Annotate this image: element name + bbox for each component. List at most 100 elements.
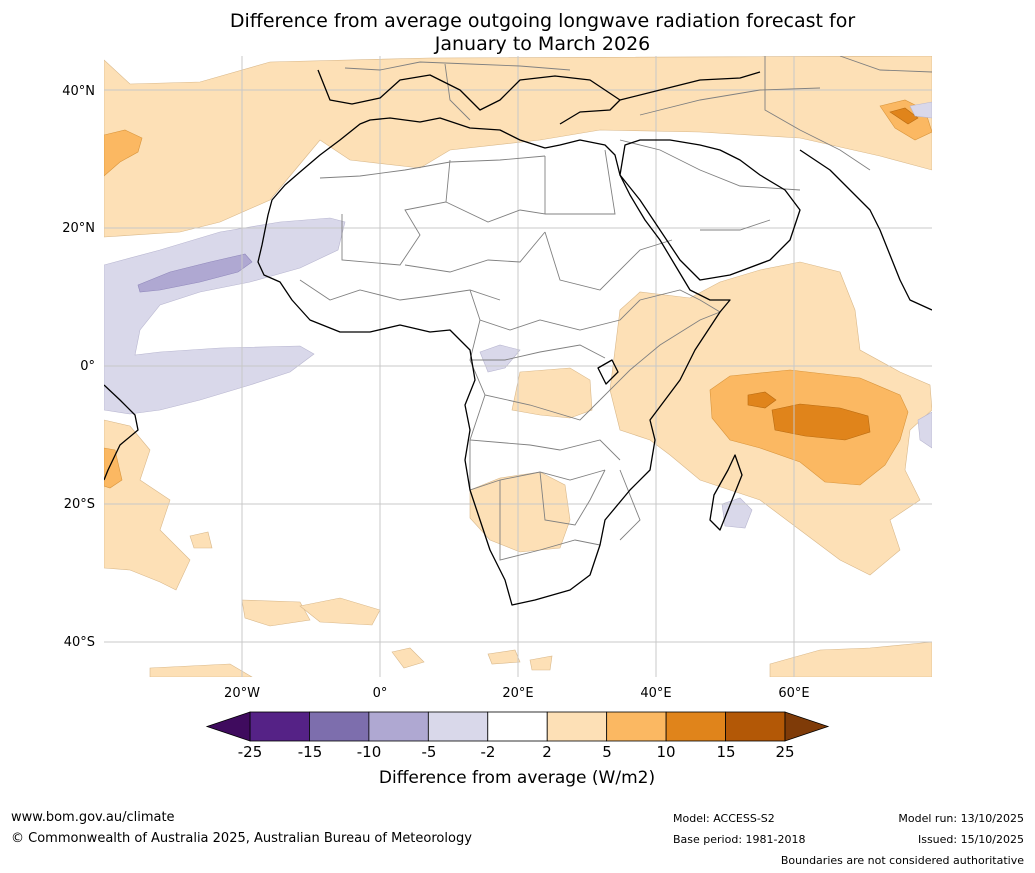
atlantic-5-10-patch (104, 129, 143, 177)
south-atlantic-patch-4 (391, 647, 425, 669)
anomaly-10-15-regions (747, 107, 919, 441)
border-angola-drc (469, 394, 621, 461)
southwest-atlantic-anomaly (104, 419, 191, 591)
title-line-1: Difference from average outgoing longwav… (229, 10, 856, 32)
colorbar-extend-low (205, 711, 251, 742)
east-indian-negative-patch (917, 411, 932, 449)
border-east-africa (599, 311, 721, 401)
lon-label-0: 0° (373, 686, 388, 701)
border-cameroon-car (469, 319, 606, 361)
colorbar-bin (427, 711, 489, 742)
border-sahara-north (319, 155, 546, 179)
title-line-2: January to March 2026 (434, 33, 651, 55)
border-angola-namibia (469, 440, 606, 491)
lat-label-20s: 20°S (64, 497, 95, 512)
small-atlantic-patch (189, 531, 213, 549)
lake-victoria-coastline (597, 359, 619, 385)
colorbar-bin (368, 711, 429, 742)
border-arabia-north (619, 139, 801, 191)
colorbar-title: Difference from average (W/m2) (378, 768, 656, 788)
border-europe (344, 61, 571, 71)
middle-east-negative-patch (909, 101, 932, 119)
south-atlantic-patch-3 (149, 663, 253, 677)
colorbar-tick-label: -10 (356, 743, 382, 761)
lat-label-20n: 20°N (62, 221, 95, 236)
colorbar-tick-label: 15 (716, 743, 736, 761)
colorbar-tick-label: 25 (775, 743, 795, 761)
persian-gulf-india-coastline (799, 149, 932, 311)
coastlines (104, 69, 932, 606)
lon-label-20w: 20°W (224, 686, 260, 701)
indian-ocean-10-15-patch-1 (747, 391, 777, 409)
middle-east-10-15-patch (889, 107, 919, 125)
colorbar-tick-label: 5 (602, 743, 612, 761)
border-turkey-iran (639, 87, 821, 116)
colorbar-bin (546, 711, 608, 742)
border-iran-east (764, 56, 871, 171)
southern-africa-anomaly (469, 471, 571, 553)
colorbar-bin (606, 711, 667, 742)
issued-text: Issued: 15/10/2025 (917, 833, 1024, 846)
black-sea-region-coastline (619, 71, 761, 101)
border-south-africa (499, 480, 601, 561)
arabia-coastline (619, 139, 801, 281)
border-ethiopia (639, 289, 721, 313)
border-libya-algeria (445, 156, 546, 223)
copyright-text: © Commonwealth of Australia 2025, Austra… (11, 831, 472, 846)
indian-ocean-10-15-patch-2 (771, 403, 871, 441)
colorbar-bin (487, 711, 548, 742)
colorbar-tick-label: -2 (480, 743, 496, 761)
lat-label-equator: 0° (80, 359, 95, 374)
colorbar-tick-label: 2 (542, 743, 552, 761)
lon-label-20e: 20°E (502, 686, 533, 701)
north-band-anomaly (104, 56, 932, 238)
colorbar-tick-label: -15 (297, 743, 323, 761)
colorbar (205, 711, 830, 742)
central-africa-anomaly (511, 367, 593, 419)
border-sahel (404, 231, 546, 273)
africa-coastline (257, 117, 731, 606)
anomaly-neg10-neg5-regions (137, 253, 253, 293)
colorbar-bin (665, 711, 726, 742)
southern-indian-patch (769, 641, 932, 677)
border-congo (469, 359, 601, 421)
border-arabia-south (700, 219, 771, 231)
website-link[interactable]: www.bom.gov.au/climate (11, 810, 175, 825)
model-text: Model: ACCESS-S2 (673, 812, 775, 825)
colorbar-tick-label: -5 (421, 743, 437, 761)
disclaimer-text: Boundaries are not considered authoritat… (780, 854, 1024, 867)
south-atlantic-patch-6 (529, 655, 553, 671)
lon-label-60e: 60°E (778, 686, 809, 701)
axis-labels: 40°N 20°N 0° 20°S 40°S 20°W 0° 20°E 40°E… (62, 84, 809, 701)
base-period-text: Base period: 1981-2018 (673, 833, 806, 846)
tropical-atlantic-neg10-patch (137, 253, 253, 293)
central-africa-negative-patch (479, 344, 521, 373)
anomaly-neg5-neg2-regions (104, 101, 932, 529)
model-run-text: Model run: 13/10/2025 (898, 812, 1024, 825)
south-atlantic-patch-1 (241, 599, 311, 627)
tropical-atlantic-negative-anomaly (104, 217, 346, 415)
south-atlantic-patch-5 (487, 649, 521, 665)
mediterranean-north-coastline (317, 69, 621, 125)
country-borders (299, 56, 932, 561)
colorbar-extend-high (784, 711, 830, 742)
madagascar-coastline (709, 454, 743, 531)
south-atlantic-patch-2 (299, 597, 381, 626)
southwest-5-10-patch (104, 447, 123, 489)
lon-label-40e: 40°E (640, 686, 671, 701)
lat-label-40s: 40°S (64, 635, 95, 650)
chart-title: Difference from average outgoing longwav… (100, 10, 985, 56)
colorbar-tick-label: -25 (237, 743, 263, 761)
border-chad-sudan (544, 231, 673, 291)
border-central-asia (839, 56, 932, 73)
border-italy-region (444, 63, 471, 121)
colorbar-tick-label: 10 (656, 743, 676, 761)
lat-label-40n: 40°N (62, 84, 95, 99)
colorbar-bin (725, 711, 786, 742)
colorbar-bin (249, 711, 310, 742)
border-egypt-sudan (545, 149, 616, 215)
colorbar-bin (309, 711, 370, 742)
south-america-coastline (104, 384, 139, 481)
map-frame (104, 56, 932, 677)
